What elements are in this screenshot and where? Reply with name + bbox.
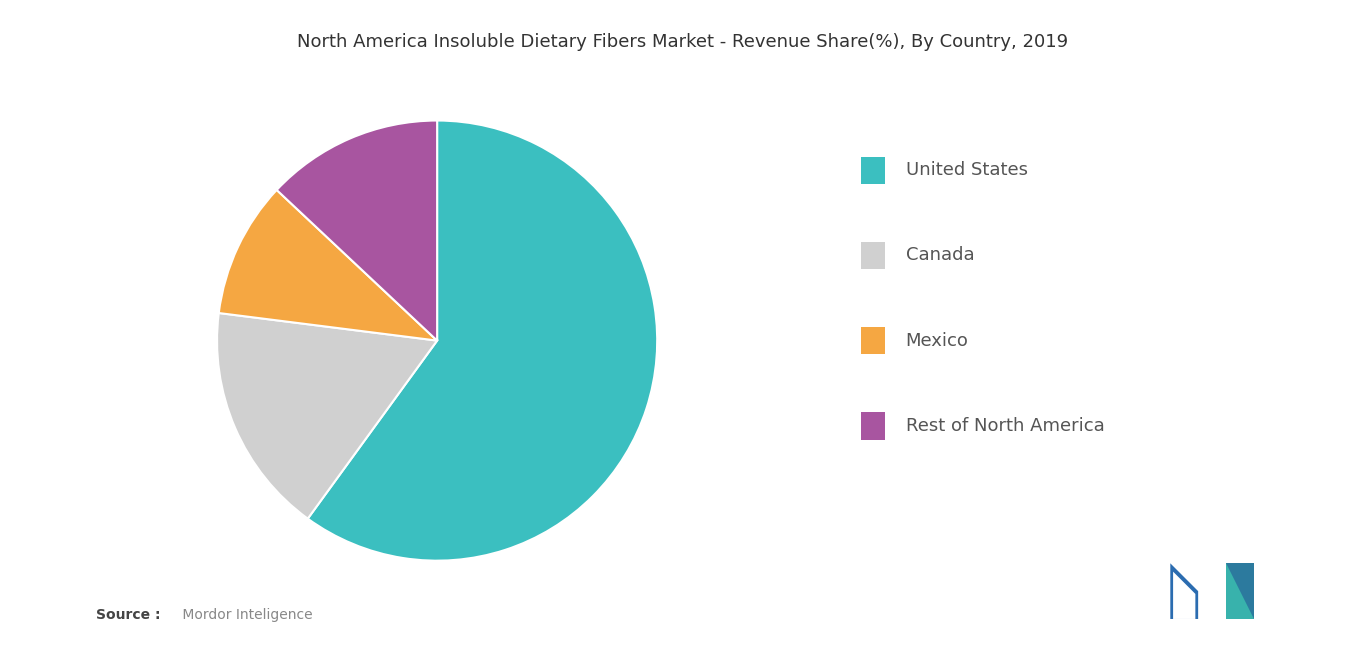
Text: North America Insoluble Dietary Fibers Market - Revenue Share(%), By Country, 20: North America Insoluble Dietary Fibers M… bbox=[298, 33, 1068, 50]
Polygon shape bbox=[1173, 572, 1195, 619]
Text: Mexico: Mexico bbox=[906, 331, 968, 350]
Wedge shape bbox=[307, 121, 657, 561]
Polygon shape bbox=[1171, 563, 1198, 619]
Polygon shape bbox=[1227, 563, 1254, 619]
Wedge shape bbox=[217, 313, 437, 519]
Polygon shape bbox=[1227, 563, 1254, 619]
Text: Source :: Source : bbox=[96, 608, 160, 622]
Text: Canada: Canada bbox=[906, 246, 974, 265]
Wedge shape bbox=[277, 121, 437, 341]
Text: United States: United States bbox=[906, 161, 1027, 179]
Text: Rest of North America: Rest of North America bbox=[906, 417, 1104, 435]
Wedge shape bbox=[219, 190, 437, 341]
Text: Mordor Inteligence: Mordor Inteligence bbox=[178, 608, 313, 622]
